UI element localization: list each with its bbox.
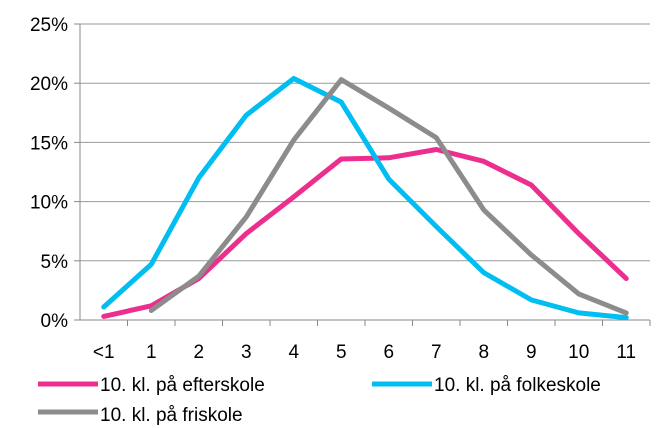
series-lines bbox=[101, 75, 629, 321]
legend: 10. kl. på efterskole 10. kl. på folkesko… bbox=[38, 375, 601, 426]
y-tick-label: 25% bbox=[30, 15, 68, 36]
x-tick-label: <1 bbox=[93, 342, 115, 363]
x-tick-label: 3 bbox=[241, 342, 252, 363]
x-tick-label: 7 bbox=[431, 342, 442, 363]
series-line-3 bbox=[148, 77, 629, 316]
x-tick-label: 2 bbox=[193, 342, 204, 363]
y-tick-label: 10% bbox=[30, 193, 68, 214]
series-line-2 bbox=[101, 75, 629, 321]
series-line-1 bbox=[101, 147, 629, 319]
legend-label-3: 10. kl. på friskole bbox=[100, 405, 243, 426]
legend-label-1: 10. kl. på efterskole bbox=[100, 375, 265, 396]
axes bbox=[74, 23, 651, 326]
y-tick-label: 5% bbox=[41, 252, 69, 273]
y-tick-label: 20% bbox=[30, 74, 68, 95]
x-tick-label: 1 bbox=[146, 342, 157, 363]
x-tick-label: 11 bbox=[616, 342, 636, 363]
x-tick-label: 6 bbox=[383, 342, 394, 363]
x-tick-label: 4 bbox=[288, 342, 299, 363]
x-tick-label: 9 bbox=[526, 342, 537, 363]
y-tick-label: 15% bbox=[30, 133, 68, 154]
x-tick-label: 10 bbox=[568, 342, 589, 363]
x-tick-label: 5 bbox=[336, 342, 347, 363]
y-tick-label: 0% bbox=[41, 311, 69, 332]
x-tick-label: 8 bbox=[478, 342, 489, 363]
y-axis-tick-labels: 0% 5% 10% 15% 20% 25% bbox=[30, 15, 68, 332]
legend-label-2: 10. kl. på folkeskole bbox=[434, 375, 601, 396]
x-axis-tick-labels: <1 1 2 3 4 5 6 7 8 9 10 11 bbox=[93, 342, 636, 363]
